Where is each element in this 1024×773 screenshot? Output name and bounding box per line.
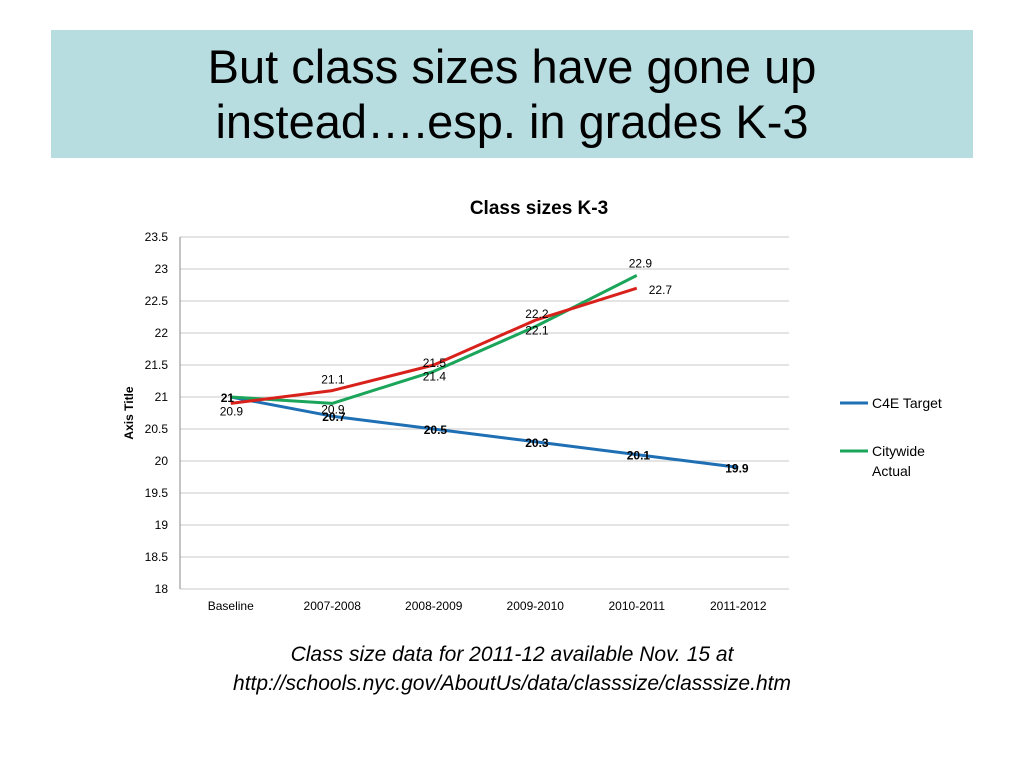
y-tick-label: 21 — [155, 390, 169, 404]
series-line-1 — [230, 395, 739, 469]
y-tick-label: 20.5 — [145, 422, 169, 436]
x-tick-label: 2010-2011 — [609, 599, 666, 613]
series-lines — [230, 274, 739, 469]
data-label: 22.2 — [525, 307, 549, 321]
y-tick-label: 18 — [155, 582, 169, 596]
caption-line-1: Class size data for 2011-12 available No… — [290, 643, 734, 666]
x-tick-label: 2007-2008 — [304, 599, 362, 613]
data-label: 21.1 — [321, 373, 345, 387]
data-label: 20.5 — [424, 423, 448, 437]
slide-title: But class sizes have gone up instead….es… — [207, 40, 817, 148]
y-tick-label: 21.5 — [145, 358, 169, 372]
data-label: 21 — [221, 391, 235, 405]
x-tick-label: 2011-2012 — [710, 599, 767, 613]
gridlines — [179, 236, 789, 590]
data-label: 20.9 — [220, 404, 244, 418]
legend-label: Actual — [872, 463, 911, 479]
legend: C4E Target Citywide Actual — [840, 395, 942, 479]
data-label: 20.7 — [322, 410, 346, 424]
series-line-2 — [230, 274, 638, 405]
data-label: 20.1 — [627, 449, 651, 463]
data-label: 22.9 — [629, 256, 653, 270]
x-tick-label: 2009-2010 — [507, 599, 565, 613]
x-tick-label: Baseline — [208, 599, 254, 613]
y-tick-label: 22.5 — [145, 294, 169, 308]
y-tick-label: 23.5 — [145, 230, 169, 244]
data-label: 22.7 — [649, 283, 673, 297]
data-label: 21.4 — [423, 369, 447, 383]
footnote-caption: Class size data for 2011-12 available No… — [62, 640, 962, 698]
caption-link[interactable]: http://schools.nyc.gov/AboutUs/data/clas… — [233, 672, 791, 695]
y-tick-label: 19.5 — [145, 486, 169, 500]
data-label: 21.5 — [423, 356, 447, 370]
y-tick-label: 18.5 — [145, 550, 169, 564]
x-tick-labels: Baseline 2007-2008 2008-2009 2009-2010 2010-… — [208, 599, 767, 613]
data-labels: 21 20.7 20.5 20.3 20.1 19.9 20.9 21.4 22.1 22.9 20… — [220, 256, 749, 475]
legend-label: Citywide — [872, 443, 925, 459]
x-tick-label: 2008-2009 — [405, 599, 463, 613]
data-label: 20.9 — [321, 402, 345, 416]
data-label: 19.9 — [725, 461, 749, 475]
legend-label: C4E Target — [872, 395, 942, 411]
data-label: 20.3 — [525, 436, 549, 450]
title-band: But class sizes have gone up instead….es… — [51, 30, 973, 158]
y-tick-label: 22 — [155, 326, 169, 340]
data-label: 22.1 — [525, 324, 549, 338]
series-line-3 — [230, 286, 638, 405]
y-tick-label: 23 — [155, 262, 169, 276]
y-tick-label: 20 — [155, 454, 169, 468]
y-tick-label: 19 — [155, 518, 169, 532]
y-tick-labels: 18 18.5 19 19.5 20 20.5 21 21.5 22 22.5 23 23.5 — [145, 230, 169, 596]
chart-title: Class sizes K-3 — [470, 198, 608, 219]
y-axis-title: Axis Title — [122, 386, 136, 439]
